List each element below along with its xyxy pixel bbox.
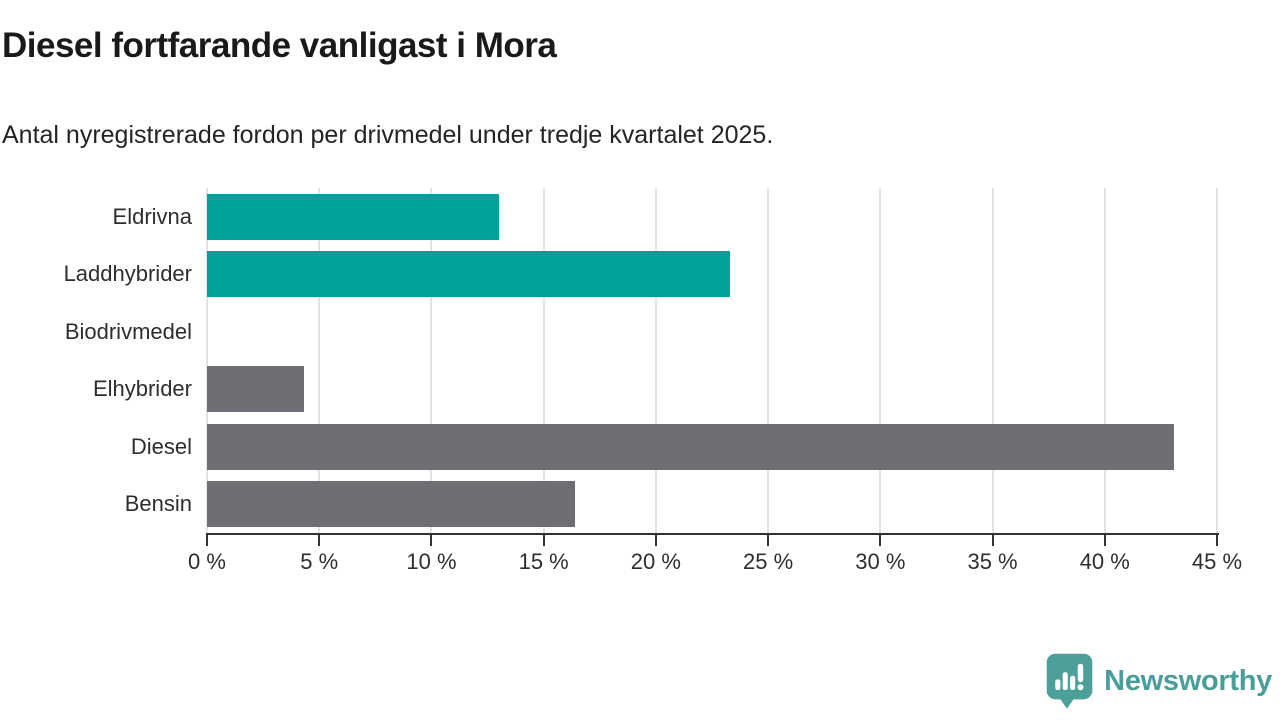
- gridline: [206, 188, 208, 533]
- category-label-elhybrider: Elhybrider: [92, 376, 192, 402]
- x-tick-label: 45 %: [1191, 549, 1243, 574]
- brand-name: Newsworthy: [1104, 665, 1272, 697]
- gridline: [991, 188, 994, 533]
- category-label-biodrivmedel: Biodrivmedel: [64, 318, 192, 344]
- bar-eldrivna: [207, 193, 499, 240]
- gridline: [767, 188, 770, 533]
- x-tick-mark: [318, 535, 321, 546]
- gridline: [542, 188, 545, 533]
- x-axis-ticks: 0 % 5 % 10 % 15 % 20 % 25 % 30 % 35 % 40 % 45 %: [188, 533, 1242, 583]
- category-label-diesel: Diesel: [130, 433, 192, 459]
- gridline: [318, 188, 321, 533]
- bar-elhybrider: [207, 366, 304, 413]
- x-tick-mark: [991, 535, 994, 546]
- plot-area: [206, 188, 1218, 533]
- gridline: [1216, 188, 1218, 533]
- x-tick-label: 15 %: [518, 549, 569, 574]
- bar-diesel: [207, 423, 1175, 470]
- x-tick-mark: [542, 535, 545, 546]
- x-tick-label: 0 %: [188, 549, 226, 574]
- x-tick-mark: [654, 535, 657, 546]
- bar-chart-speech-bubble-icon: [1046, 653, 1093, 709]
- y-axis-labels: Eldrivna Laddhybrider Biodrivmedel Elhybrid…: [0, 188, 192, 533]
- x-tick-mark: [1216, 535, 1218, 546]
- brand-footer: Newsworthy: [1045, 653, 1272, 710]
- category-label-bensin: Bensin: [124, 491, 192, 517]
- x-tick-mark: [430, 535, 433, 546]
- x-tick-mark: [206, 535, 208, 546]
- x-tick-mark: [1103, 535, 1106, 546]
- x-tick-label: 40 %: [1079, 549, 1130, 574]
- chart-subtitle: Antal nyregistrerade fordon per drivmede…: [2, 121, 774, 149]
- x-tick-label: 25 %: [743, 549, 794, 574]
- x-tick-mark: [767, 535, 770, 546]
- category-label-laddhybrider: Laddhybrider: [63, 261, 192, 287]
- x-axis-line: [206, 533, 1219, 535]
- x-tick-label: 20 %: [630, 549, 681, 574]
- x-tick-label: 35 %: [967, 549, 1018, 574]
- x-tick-mark: [879, 535, 882, 546]
- category-label-eldrivna: Eldrivna: [112, 203, 192, 229]
- bar-laddhybrider: [207, 251, 730, 298]
- x-tick-label: 10 %: [406, 549, 457, 574]
- bar-bensin: [207, 481, 576, 528]
- gridline: [879, 188, 882, 533]
- x-tick-label: 5 %: [300, 549, 339, 574]
- chart-title: Diesel fortfarande vanligast i Mora: [2, 26, 557, 65]
- speech-bubble-shape: [1046, 653, 1093, 709]
- gridline: [1103, 188, 1106, 533]
- gridline: [654, 188, 657, 533]
- gridline: [430, 188, 433, 533]
- x-tick-label: 30 %: [855, 549, 906, 574]
